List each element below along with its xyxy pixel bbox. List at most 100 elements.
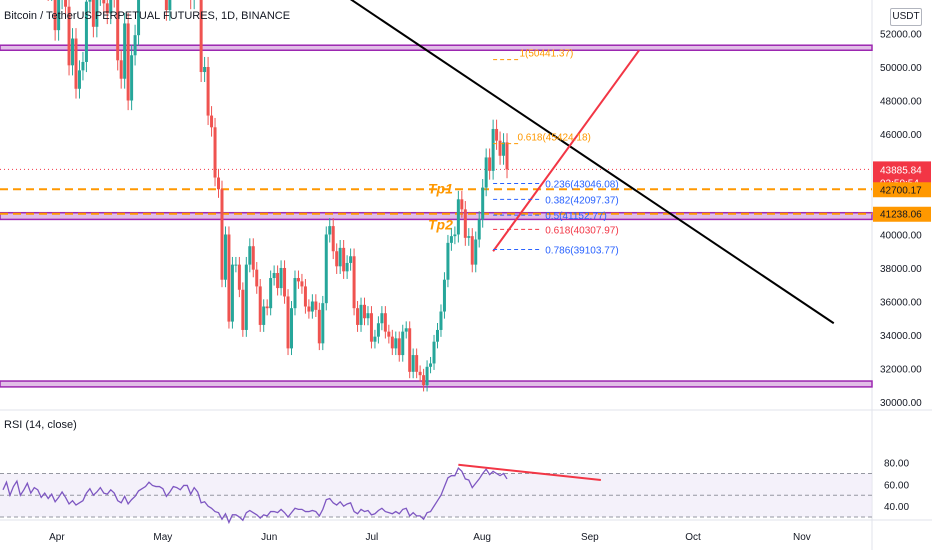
rsi-title: RSI (14, close) [4, 419, 77, 431]
candle-body [213, 127, 217, 178]
candle-body [293, 278, 297, 309]
candle-body [425, 366, 429, 386]
candle-body [244, 264, 248, 330]
candle-body [102, 0, 106, 4]
axis-tag-1 [873, 206, 931, 222]
candle-body [342, 247, 346, 272]
tp-label-1: Tp1 [428, 180, 453, 196]
trendline-0 [349, 0, 835, 325]
candle-body [498, 140, 502, 156]
price-tick-label: 50000.00 [880, 63, 922, 74]
candle-body [352, 256, 356, 309]
price-tick-label: 48000.00 [880, 96, 922, 107]
candle-body [484, 157, 488, 188]
candle-body [206, 66, 210, 116]
candle-body [255, 269, 259, 287]
candle-body [502, 142, 506, 156]
candle-body [404, 328, 408, 332]
candle-body [279, 267, 283, 289]
candle-body [436, 329, 439, 342]
candle-body [241, 289, 245, 330]
trendline-1 [492, 49, 640, 252]
rsi-line [2, 466, 508, 525]
candle-body [495, 128, 499, 141]
candle-body [119, 60, 123, 79]
price-tick-label: 34000.00 [880, 331, 922, 342]
candle-body [126, 23, 130, 101]
candle-body [84, 1, 88, 62]
candle-body [248, 246, 252, 265]
candle-body [463, 209, 467, 238]
candle-body [57, 0, 61, 31]
candle-body [234, 264, 238, 266]
candle-body [269, 278, 273, 309]
fib-ret-label-2: 0.5(41152.77) [545, 211, 607, 222]
candle-body [91, 0, 95, 27]
time-tick-label: Apr [49, 532, 65, 543]
price-tick-label: 46000.00 [880, 130, 922, 141]
candle-body [394, 338, 398, 349]
candle-body [272, 273, 276, 279]
candle-body [95, 0, 99, 27]
fib-ret-label-1: 0.382(42097.37) [545, 195, 618, 206]
time-tick-label: Jun [261, 532, 277, 543]
candle-body [369, 313, 373, 342]
candle-body [439, 311, 443, 330]
candle-body [446, 242, 450, 280]
candle-body [223, 234, 227, 280]
rsi-tick-label: 40.00 [884, 502, 909, 513]
candle-body [276, 273, 280, 289]
candle-body [411, 355, 415, 372]
time-tick-label: Sep [581, 532, 599, 543]
price-tick-label: 38000.00 [880, 264, 922, 275]
candle-body [474, 239, 478, 265]
candle-body [210, 115, 214, 128]
fib-ext-label-0: 1(50441.37) [519, 49, 573, 60]
candle-body [488, 157, 492, 171]
candle-body [307, 306, 311, 312]
candle-body [376, 323, 380, 337]
candle-body [67, 6, 71, 66]
candle-body [338, 247, 342, 267]
candle-body [164, 0, 168, 11]
candle-body [477, 219, 481, 240]
candle-body [220, 189, 224, 280]
candle-body [349, 256, 353, 263]
candle-body [74, 38, 78, 89]
candle-body [203, 66, 207, 73]
chart-title: Bitcoin / TetherUS PERPETUAL FUTURES, 1D… [4, 10, 291, 22]
currency-button[interactable]: USDT [890, 8, 922, 26]
price-tick-label: 30000.00 [880, 398, 922, 409]
price-tick-label: 32000.00 [880, 364, 922, 375]
price-tick-label: 36000.00 [880, 297, 922, 308]
candle-body [345, 262, 349, 272]
candle-body [408, 328, 412, 372]
candle-body [481, 187, 485, 220]
candle-body [237, 264, 241, 290]
candle-body [296, 278, 300, 282]
candle-body [328, 226, 332, 235]
candle-body [356, 308, 360, 325]
candle-body [109, 0, 113, 14]
candle-body [137, 0, 141, 36]
candle-body [415, 355, 419, 372]
candle-body [64, 0, 68, 7]
candle-body [422, 375, 426, 386]
time-tick-label: Nov [793, 532, 811, 543]
candle-body [366, 313, 370, 319]
candle-body [116, 0, 120, 61]
current-price-value: 43885.84 [880, 165, 922, 176]
candle-body [363, 304, 367, 319]
support-band-0 [0, 44, 873, 51]
candle-body [321, 303, 325, 344]
candle-body [77, 70, 81, 89]
time-tick-label: May [153, 532, 172, 543]
time-tick-label: Jul [365, 532, 378, 543]
candle-body [401, 331, 405, 356]
candle-body [123, 23, 127, 79]
candle-body [380, 313, 384, 324]
candle-body [133, 35, 137, 56]
candle-body [81, 61, 85, 71]
axis-tag-value-1: 41238.06 [880, 210, 922, 221]
